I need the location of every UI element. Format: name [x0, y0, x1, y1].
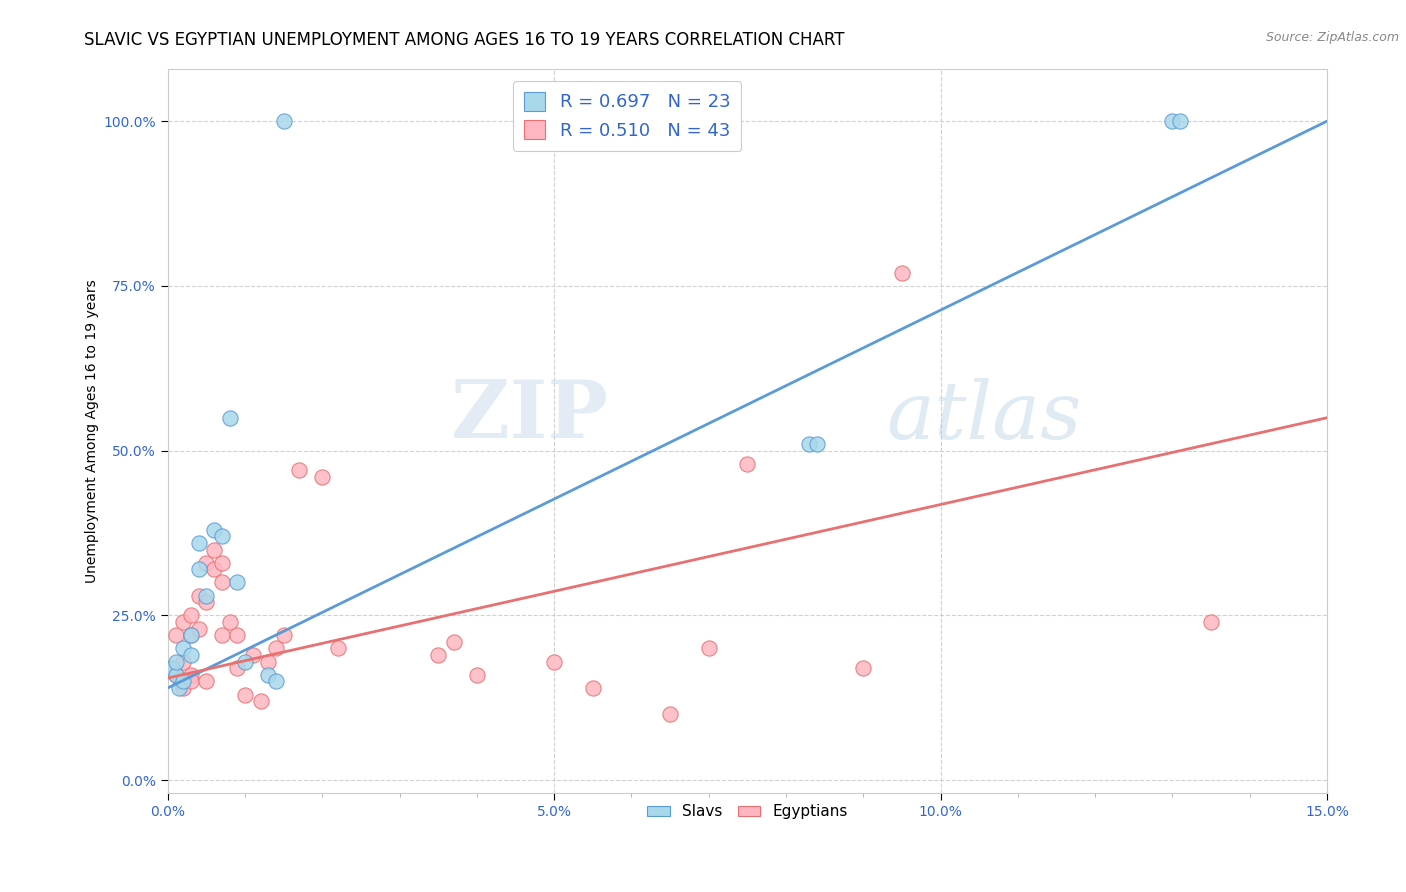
Legend: Slavs, Egyptians: Slavs, Egyptians: [641, 798, 853, 826]
Point: [165, 667, 187, 681]
Point: [465, 667, 488, 681]
Point: [1199, 615, 1222, 629]
Point: [172, 681, 194, 695]
Point: [1161, 114, 1184, 128]
Point: [165, 628, 187, 642]
Point: [187, 536, 209, 550]
Text: SLAVIC VS EGYPTIAN UNEMPLOYMENT AMONG AGES 16 TO 19 YEARS CORRELATION CHART: SLAVIC VS EGYPTIAN UNEMPLOYMENT AMONG AG…: [84, 31, 845, 49]
Point: [226, 628, 249, 642]
Point: [890, 266, 912, 280]
Text: ZIP: ZIP: [451, 377, 609, 456]
Point: [326, 641, 349, 656]
Point: [180, 608, 202, 623]
Point: [211, 628, 233, 642]
Point: [249, 694, 271, 708]
Point: [180, 628, 202, 642]
Text: atlas: atlas: [886, 377, 1081, 455]
Point: [160, 661, 183, 675]
Point: [165, 667, 187, 681]
Point: [187, 622, 209, 636]
Point: [273, 114, 295, 128]
Point: [211, 575, 233, 590]
Point: [427, 648, 450, 662]
Point: [737, 457, 759, 471]
Point: [187, 589, 209, 603]
Point: [233, 655, 256, 669]
Point: [543, 655, 565, 669]
Point: [180, 667, 202, 681]
Point: [443, 634, 465, 648]
Point: [311, 470, 333, 484]
Point: [257, 655, 280, 669]
Point: [172, 615, 194, 629]
Point: [211, 529, 233, 543]
Point: [799, 437, 821, 451]
Point: [257, 667, 280, 681]
Point: [202, 523, 225, 537]
Point: [852, 661, 875, 675]
Y-axis label: Unemployment Among Ages 16 to 19 years: Unemployment Among Ages 16 to 19 years: [86, 279, 100, 582]
Point: [180, 648, 202, 662]
Point: [288, 463, 311, 477]
Point: [195, 674, 218, 689]
Point: [202, 542, 225, 557]
Point: [264, 674, 287, 689]
Point: [180, 674, 202, 689]
Point: [172, 674, 194, 689]
Point: [202, 562, 225, 576]
Point: [172, 641, 194, 656]
Point: [160, 661, 183, 675]
Point: [1168, 114, 1191, 128]
Point: [172, 655, 194, 669]
Text: Source: ZipAtlas.com: Source: ZipAtlas.com: [1265, 31, 1399, 45]
Point: [218, 615, 240, 629]
Point: [697, 641, 720, 656]
Point: [211, 556, 233, 570]
Point: [169, 681, 191, 695]
Point: [218, 410, 240, 425]
Point: [180, 628, 202, 642]
Point: [582, 681, 605, 695]
Point: [242, 648, 264, 662]
Point: [806, 437, 828, 451]
Point: [165, 655, 187, 669]
Point: [226, 661, 249, 675]
Point: [233, 688, 256, 702]
Point: [659, 707, 682, 722]
Point: [187, 562, 209, 576]
Point: [273, 628, 295, 642]
Point: [264, 641, 287, 656]
Point: [195, 595, 218, 609]
Point: [195, 556, 218, 570]
Point: [195, 589, 218, 603]
Point: [226, 575, 249, 590]
